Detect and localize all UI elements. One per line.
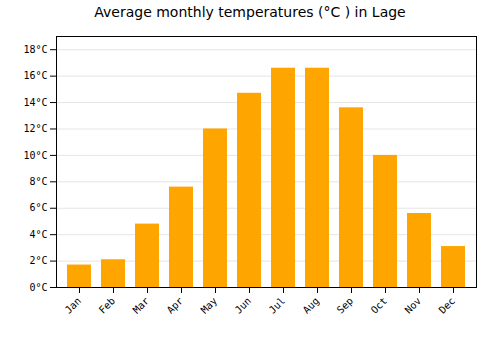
svg-text:Nov: Nov (403, 295, 424, 316)
svg-text:14°C: 14°C (23, 97, 47, 108)
svg-text:0°C: 0°C (29, 282, 47, 293)
svg-text:6°C: 6°C (29, 202, 47, 213)
svg-text:Feb: Feb (97, 295, 118, 316)
svg-text:Sep: Sep (335, 295, 356, 316)
svg-text:Jul: Jul (267, 295, 288, 316)
svg-text:May: May (199, 295, 220, 316)
svg-text:Jan: Jan (63, 295, 84, 316)
svg-text:Oct: Oct (369, 295, 390, 316)
svg-text:16°C: 16°C (23, 70, 47, 81)
svg-text:4°C: 4°C (29, 229, 47, 240)
svg-text:2°C: 2°C (29, 255, 47, 266)
svg-text:12°C: 12°C (23, 123, 47, 134)
svg-text:18°C: 18°C (23, 44, 47, 55)
svg-text:Apr: Apr (165, 295, 186, 316)
html-text:Average monthly temperatures (: Average monthly temperatures (°C ) in La… (94, 4, 406, 20)
svg-text:Dec: Dec (437, 295, 458, 316)
svg-text:Aug: Aug (301, 295, 322, 316)
svg-text:Jun: Jun (233, 295, 254, 316)
svg-text:Mar: Mar (131, 295, 152, 316)
svg-text:10°C: 10°C (23, 150, 47, 161)
svg-text:8°C: 8°C (29, 176, 47, 187)
